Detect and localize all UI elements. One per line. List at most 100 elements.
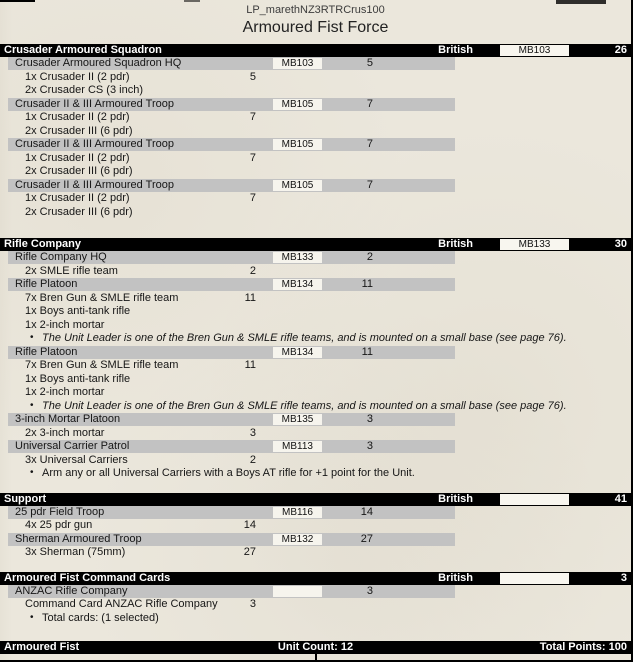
unit-code-box: MB105 [273,98,322,110]
unit-row-bar[interactable]: Universal Carrier Patrol MB113 3 [8,440,455,453]
unit-row: Crusader II & III Armoured Troop MB105 7 [0,97,631,112]
unit-points: 3 [366,413,373,425]
section-nationality: British [438,571,473,584]
item-row: 1x Boys anti-tank rifle [0,305,631,319]
bullet-icon: • [30,611,34,623]
top-edge-artifact [184,0,200,2]
unit-row-bar[interactable]: Rifle Platoon MB134 11 [8,278,455,291]
unit-row: Crusader Armoured Squadron HQ MB103 5 [0,57,631,71]
equipment-name: 1x 2-inch mortar [25,386,105,398]
force-section: Support British 41 25 pdr Field Troop MB116 1… [0,492,631,560]
unit-points: 7 [366,178,373,191]
equipment-name: 7x Bren Gun & SMLE rifle team [25,291,179,304]
section-points: 26 [614,44,627,56]
section-name: Support [4,492,47,505]
unit-row-bar[interactable]: Rifle Company HQ MB133 2 [8,251,455,264]
item-row: 2x Crusader III (6 pdr) [0,165,631,179]
item-row: 2x Crusader CS (3 inch) [0,84,631,98]
item-row: Command Card ANZAC Rifle Company 3 [0,598,631,612]
unit-code-box: MB132 [273,533,322,545]
unit-row-bar[interactable]: Crusader II & III Armoured Troop MB105 7 [8,178,455,192]
unit-row: Rifle Company HQ MB133 2 [0,251,631,265]
unit-row-bar[interactable]: Crusader Armoured Squadron HQ MB103 5 [8,57,455,70]
item-row: 2x 3-inch mortar 3 [0,427,631,441]
section-header-bar: Support British 41 [0,492,631,506]
unit-code-box: MB133 [273,252,322,263]
equipment-points: 7 [249,151,256,164]
sections-container: Crusader Armoured Squadron British MB103 26… [0,44,631,625]
unit-row: Sherman Armoured Troop MB132 27 [0,532,631,547]
unit-code-box: MB135 [273,414,322,425]
unit-code-box: MB134 [273,279,322,290]
unit-note-text: The Unit Leader is one of the Bren Gun &… [42,332,567,344]
section-header-bar: Crusader Armoured Squadron British MB103 26 [0,44,631,57]
equipment-points: 2 [249,453,256,466]
unit-code-box: MB116 [273,506,322,518]
item-row: 7x Bren Gun & SMLE rifle team 11 [0,359,631,373]
equipment-name: 1x Crusader II (2 pdr) [25,151,130,164]
section-name: Crusader Armoured Squadron [4,44,162,56]
unit-points: 5 [366,57,373,69]
section-nationality: British [438,44,473,56]
unit-row-bar[interactable]: Sherman Armoured Troop MB132 27 [8,532,455,546]
item-row: 1x Crusader II (2 pdr) 5 [0,71,631,85]
unit-row-bar[interactable]: Crusader II & III Armoured Troop MB105 7 [8,97,455,111]
equipment-name: 1x Crusader II (2 pdr) [25,70,130,83]
footer-summary-bar: Armoured Fist Unit Count: 12 Total Point… [0,641,631,654]
section-code-box: MB133 [500,239,569,250]
section-code-box [500,572,569,584]
unit-points: 14 [360,505,373,518]
equipment-points: 11 [244,359,256,371]
equipment-points: 7 [249,192,256,204]
unit-name: Crusader Armoured Squadron HQ [15,57,182,69]
force-section: Crusader Armoured Squadron British MB103 26… [0,44,631,219]
item-row: 2x Crusader III (6 pdr) [0,206,631,220]
unit-row: Rifle Platoon MB134 11 [0,278,631,292]
item-row: 1x Crusader II (2 pdr) 7 [0,111,631,125]
item-row: 3x Sherman (75mm) 27 [0,546,631,560]
unit-row-bar[interactable]: Rifle Platoon MB134 11 [8,345,455,359]
unit-row-bar[interactable]: ANZAC Rifle Company 3 [8,584,455,598]
bottom-center-mark [315,653,317,660]
unit-note-text: Total cards: (1 selected) [42,611,159,624]
equipment-name: 2x Crusader III (6 pdr) [25,205,133,218]
section-name: Armoured Fist Command Cards [4,571,171,584]
unit-points: 3 [366,440,373,452]
equipment-name: 2x SMLE rifle team [25,264,118,277]
section-nationality: British [438,492,473,505]
equipment-name: 2x Crusader III (6 pdr) [25,165,133,177]
unit-row-bar[interactable]: 3-inch Mortar Platoon MB135 3 [8,413,455,426]
unit-points: 2 [366,251,373,263]
footer-total-points: Total Points: 100 [539,641,627,653]
unit-code-box: MB105 [273,179,322,191]
unit-code-box: MB103 [273,58,322,69]
section-points: 3 [620,571,627,584]
unit-points: 7 [366,97,373,110]
item-row: 7x Bren Gun & SMLE rifle team 11 [0,292,631,306]
bullet-icon: • [30,399,34,411]
note-row: • The Unit Leader is one of the Bren Gun … [0,400,631,414]
unit-row-bar[interactable]: 25 pdr Field Troop MB116 14 [8,505,455,519]
unit-name: Rifle Platoon [15,345,78,358]
unit-row: Universal Carrier Patrol MB113 3 [0,440,631,454]
force-section: Armoured Fist Command Cards British 3 ANZAC… [0,571,631,626]
unit-name: Crusader II & III Armoured Troop [15,138,174,150]
unit-points: 11 [361,278,373,290]
unit-code-box: MB134 [273,346,322,358]
item-row: 2x Crusader III (6 pdr) [0,125,631,139]
section-code-box [500,493,569,505]
equipment-points: 7 [249,111,256,123]
unit-row: ANZAC Rifle Company 3 [0,584,631,599]
unit-code-box [273,585,322,597]
equipment-name: 3x Universal Carriers [25,453,128,466]
item-row: 1x Crusader II (2 pdr) 7 [0,152,631,166]
unit-points: 3 [366,584,373,597]
unit-name: 25 pdr Field Troop [15,505,105,518]
equipment-name: 1x Boys anti-tank rifle [25,372,131,385]
equipment-points: 2 [249,264,256,277]
unit-name: Sherman Armoured Troop [15,532,142,545]
item-row: 1x Crusader II (2 pdr) 7 [0,192,631,206]
equipment-name: 1x Crusader II (2 pdr) [25,111,130,123]
unit-row: 3-inch Mortar Platoon MB135 3 [0,413,631,427]
unit-row-bar[interactable]: Crusader II & III Armoured Troop MB105 7 [8,138,455,151]
